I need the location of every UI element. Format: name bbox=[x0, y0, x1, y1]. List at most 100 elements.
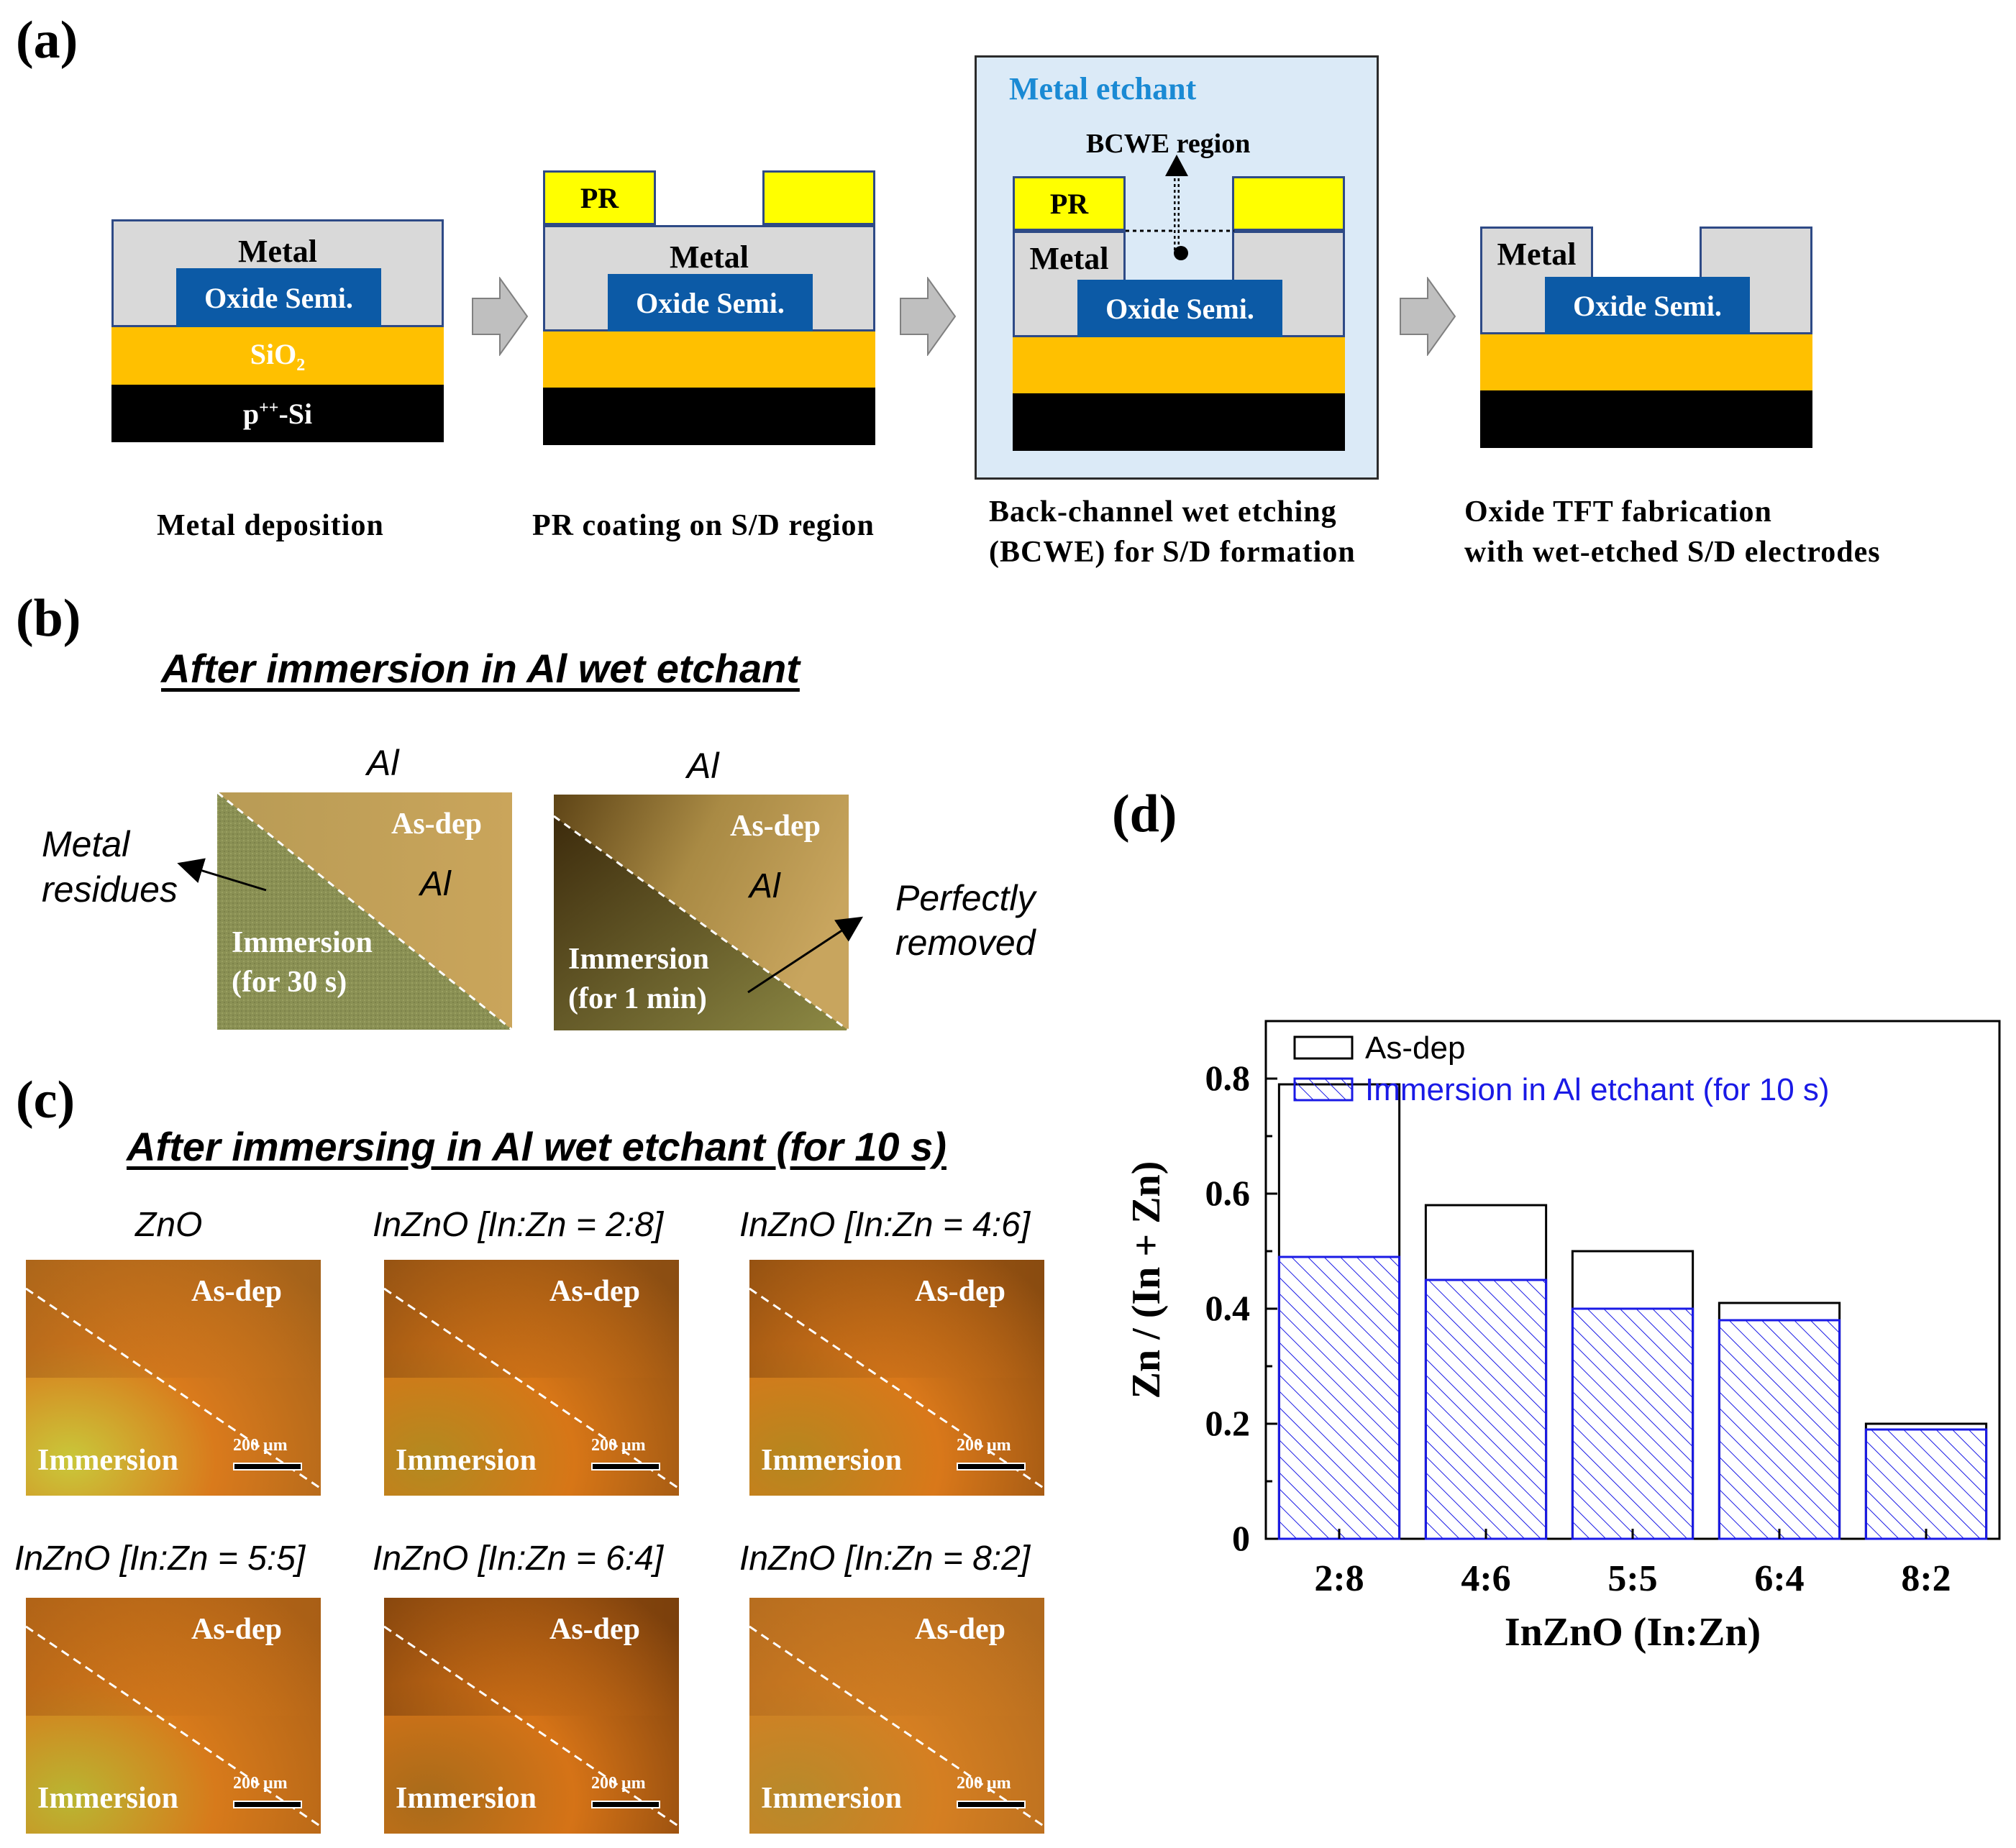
process-step-bcwe: PR Metal Oxide Semi. bbox=[1013, 176, 1345, 451]
scale-bar-label: 200 μm bbox=[233, 1436, 288, 1455]
si-label: p++-Si bbox=[242, 397, 313, 430]
scale-bar bbox=[233, 1801, 302, 1808]
x-tick-label: 4:6 bbox=[1461, 1558, 1510, 1599]
x-tick-label: 6:4 bbox=[1754, 1558, 1804, 1599]
caption-bcwe-line2: (BCWE) for S/D formation bbox=[989, 536, 1356, 569]
scale-bar bbox=[957, 1801, 1026, 1808]
scale-bar-label: 200 μm bbox=[591, 1774, 646, 1793]
micrograph-sample: As-dep Immersion 200 μm bbox=[749, 1598, 1044, 1834]
sample-title: ZnO bbox=[135, 1206, 203, 1244]
al-label: Al bbox=[420, 865, 451, 903]
x-tick-label: 8:2 bbox=[1901, 1558, 1951, 1599]
oxide-semi-layer: Oxide Semi. bbox=[1077, 280, 1282, 337]
metal-label: Metal bbox=[670, 239, 749, 275]
micrograph-sample: As-dep Immersion 200 μm bbox=[26, 1260, 321, 1496]
oxide-semi-layer: Oxide Semi. bbox=[176, 268, 381, 327]
sio2-label: SiO2 bbox=[250, 337, 306, 375]
asdep-label: As-dep bbox=[191, 1275, 283, 1308]
sample-title: InZnO [In:Zn = 4:6] bbox=[739, 1206, 1031, 1244]
panel-label-b: (b) bbox=[16, 589, 81, 648]
process-step-pr-coating: PR Metal Oxide Semi. bbox=[543, 170, 875, 445]
pr-left: PR bbox=[1013, 176, 1126, 231]
img1-title: Al bbox=[367, 743, 399, 783]
scale-bar-label: 200 μm bbox=[233, 1774, 288, 1793]
bar-immersion bbox=[1864, 1428, 1988, 1540]
bar-chart: 0 0.2 0.4 0.6 0.8 2:8 4:6 5:5 6:4 8:2 InZnO (In:Zn… bbox=[1124, 1020, 2001, 1655]
immersion-label: Immersion bbox=[761, 1782, 902, 1815]
micrograph-al-30s: As-dep Al Immersion (for 30 s) bbox=[217, 792, 512, 1030]
asdep-label: As-dep bbox=[549, 1613, 641, 1646]
y-tick-label: 0 bbox=[1232, 1518, 1250, 1558]
si-substrate-layer bbox=[543, 388, 875, 445]
panel-label-c: (c) bbox=[16, 1071, 76, 1130]
sample-title: InZnO [In:Zn = 2:8] bbox=[373, 1206, 664, 1244]
micrograph-sample: As-dep Immersion 200 μm bbox=[749, 1260, 1044, 1496]
bar-immersion bbox=[1424, 1278, 1548, 1540]
process-arrow-icon bbox=[472, 277, 529, 356]
legend-label-asdep: As-dep bbox=[1365, 1030, 1465, 1066]
asdep-label: As-dep bbox=[915, 1275, 1006, 1308]
legend-swatch-immersion bbox=[1293, 1077, 1354, 1102]
oxide-semi-layer: Oxide Semi. bbox=[608, 274, 813, 331]
y-tick-label: 0.8 bbox=[1205, 1058, 1251, 1098]
x-axis-label: InZnO (In:Zn) bbox=[1505, 1610, 1761, 1655]
bcwe-arrow-icon bbox=[1126, 155, 1234, 260]
micrograph-sample: As-dep Immersion 200 μm bbox=[26, 1598, 321, 1834]
oxide-label: Oxide Semi. bbox=[1105, 292, 1254, 325]
caption-tft-line1: Oxide TFT fabrication bbox=[1464, 495, 1772, 529]
oxide-label: Oxide Semi. bbox=[1573, 289, 1722, 322]
bar-immersion bbox=[1571, 1307, 1695, 1540]
immersion-label: Immersion bbox=[37, 1782, 178, 1815]
x-tick-label: 5:5 bbox=[1607, 1558, 1657, 1599]
si-substrate-layer bbox=[1013, 393, 1345, 451]
caption-bcwe-line1: Back-channel wet etching bbox=[989, 495, 1337, 529]
pr-label: PR bbox=[580, 181, 619, 214]
sample-title: InZnO [In:Zn = 6:4] bbox=[373, 1540, 664, 1578]
pr-right bbox=[762, 170, 875, 225]
asdep-label: As-dep bbox=[549, 1275, 641, 1308]
caption-tft-line2: with wet-etched S/D electrodes bbox=[1464, 536, 1881, 569]
annotation-metal-residues-1: Metal bbox=[42, 824, 130, 864]
bar-immersion bbox=[1277, 1255, 1401, 1540]
y-tick-label: 0.6 bbox=[1205, 1173, 1251, 1213]
annotation-arrows-icon bbox=[177, 858, 864, 994]
immersion-label: Immersion bbox=[396, 1782, 537, 1815]
si-substrate-layer: p++-Si bbox=[111, 385, 444, 442]
process-arrow-icon bbox=[1400, 277, 1456, 356]
annotation-perfectly-removed-1: Perfectly bbox=[895, 878, 1036, 918]
scale-bar bbox=[957, 1463, 1026, 1470]
process-arrow-icon bbox=[900, 277, 957, 356]
scale-bar bbox=[591, 1463, 660, 1470]
micrograph-al-1min: As-dep Al Immersion (for 1 min) bbox=[554, 795, 849, 1030]
img2-title: Al bbox=[687, 746, 719, 786]
oxide-label: Oxide Semi. bbox=[204, 281, 353, 314]
metal-label: Metal bbox=[1029, 241, 1109, 276]
annotation-metal-residues-2: residues bbox=[42, 869, 178, 910]
scale-bar bbox=[233, 1463, 302, 1470]
bcwe-region-label: BCWE region bbox=[1086, 129, 1251, 159]
asdep-label: As-dep bbox=[191, 1613, 283, 1646]
legend-swatch-asdep bbox=[1293, 1035, 1354, 1060]
metal-etchant-box: Metal etchant BCWE region PR Metal Oxide… bbox=[975, 55, 1379, 480]
pr-right bbox=[1232, 176, 1345, 231]
scale-bar-label: 200 μm bbox=[957, 1774, 1011, 1793]
panel-c-heading: After immersing in Al wet etchant (for 1… bbox=[127, 1124, 947, 1169]
y-axis-label: Zn / (In + Zn) bbox=[1124, 1161, 1169, 1399]
process-step-metal-deposition: Metal Oxide Semi. SiO2 p++-Si bbox=[111, 219, 444, 442]
immersion-label: Immersion bbox=[396, 1444, 537, 1477]
asdep-label: As-dep bbox=[730, 810, 821, 843]
sio2-layer bbox=[1013, 337, 1345, 393]
panel-label-a: (a) bbox=[16, 11, 78, 70]
micrograph-sample: As-dep Immersion 200 μm bbox=[384, 1598, 679, 1834]
panel-label-d: (d) bbox=[1112, 785, 1177, 843]
asdep-label: As-dep bbox=[915, 1613, 1006, 1646]
sample-title: InZnO [In:Zn = 8:2] bbox=[739, 1540, 1031, 1578]
caption-metal-deposition: Metal deposition bbox=[157, 509, 384, 542]
y-tick-label: 0.2 bbox=[1205, 1403, 1251, 1443]
immersion-label: Immersion bbox=[568, 943, 709, 976]
etchant-label: Metal etchant bbox=[1009, 71, 1197, 106]
metal-label: Metal bbox=[238, 234, 317, 269]
immersion-label: Immersion bbox=[232, 926, 373, 959]
scale-bar-label: 200 μm bbox=[591, 1436, 646, 1455]
y-tick-label: 0.4 bbox=[1205, 1288, 1251, 1328]
